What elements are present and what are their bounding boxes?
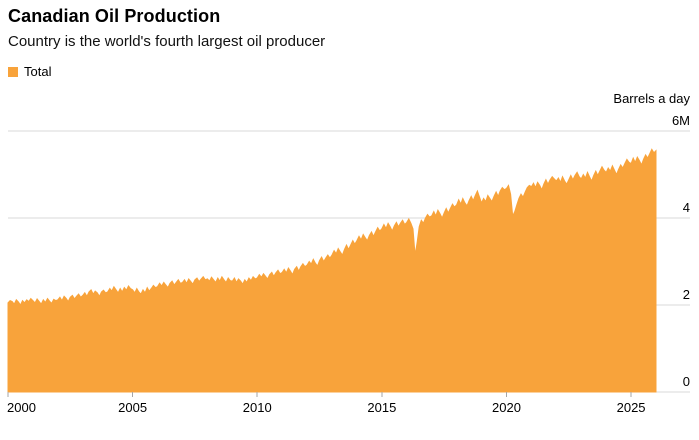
y-tick-label-2: 2	[683, 287, 690, 302]
legend: Total	[8, 64, 51, 79]
chart-title: Canadian Oil Production	[8, 6, 221, 26]
legend-label-total: Total	[24, 64, 52, 79]
area-series-total	[7, 148, 657, 393]
x-tick-label-2015: 2015	[367, 400, 396, 415]
x-tick-label-2025: 2025	[617, 400, 646, 415]
y-tick-label-0: 0	[683, 374, 690, 389]
y-tick-label-6M: 6M	[672, 113, 690, 128]
chart-subtitle: Country is the world's fourth largest oi…	[8, 33, 326, 50]
x-tick-label-2005: 2005	[118, 400, 147, 415]
y-axis-unit-label: Barrels a day	[613, 91, 690, 106]
legend-swatch-total	[8, 66, 18, 77]
x-tick-label-2010: 2010	[243, 400, 272, 415]
y-tick-label-4: 4	[683, 200, 690, 215]
x-tick-label-2020: 2020	[492, 400, 521, 415]
x-tick-label-2000: 2000	[7, 400, 36, 415]
